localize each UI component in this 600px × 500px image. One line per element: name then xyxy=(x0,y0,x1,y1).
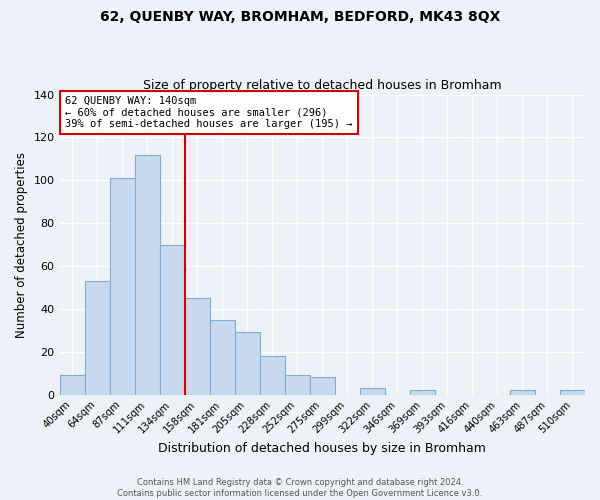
Bar xyxy=(410,390,435,394)
Bar xyxy=(59,376,85,394)
Bar xyxy=(209,320,235,394)
Bar xyxy=(560,390,585,394)
Bar xyxy=(510,390,535,394)
Bar xyxy=(160,244,185,394)
Bar xyxy=(185,298,209,394)
Bar xyxy=(110,178,134,394)
Text: Contains HM Land Registry data © Crown copyright and database right 2024.
Contai: Contains HM Land Registry data © Crown c… xyxy=(118,478,482,498)
Bar xyxy=(235,332,260,394)
X-axis label: Distribution of detached houses by size in Bromham: Distribution of detached houses by size … xyxy=(158,442,486,455)
Text: 62 QUENBY WAY: 140sqm
← 60% of detached houses are smaller (296)
39% of semi-det: 62 QUENBY WAY: 140sqm ← 60% of detached … xyxy=(65,96,352,130)
Bar xyxy=(85,281,110,394)
Bar xyxy=(134,154,160,394)
Y-axis label: Number of detached properties: Number of detached properties xyxy=(15,152,28,338)
Bar xyxy=(360,388,385,394)
Bar xyxy=(260,356,285,395)
Bar xyxy=(310,378,335,394)
Bar xyxy=(285,376,310,394)
Title: Size of property relative to detached houses in Bromham: Size of property relative to detached ho… xyxy=(143,79,502,92)
Text: 62, QUENBY WAY, BROMHAM, BEDFORD, MK43 8QX: 62, QUENBY WAY, BROMHAM, BEDFORD, MK43 8… xyxy=(100,10,500,24)
